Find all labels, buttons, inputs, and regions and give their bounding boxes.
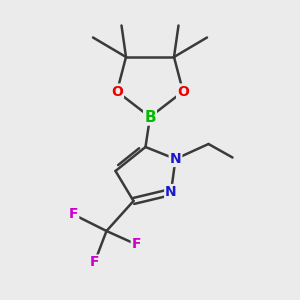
Text: N: N	[165, 185, 177, 199]
Text: F: F	[132, 238, 141, 251]
Text: O: O	[177, 85, 189, 98]
Text: O: O	[111, 85, 123, 98]
Text: B: B	[144, 110, 156, 124]
Text: N: N	[170, 152, 181, 166]
Text: F: F	[90, 256, 99, 269]
Text: F: F	[69, 208, 78, 221]
